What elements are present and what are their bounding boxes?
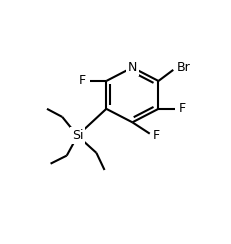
Text: F: F [178, 102, 185, 115]
Text: Br: Br [176, 61, 189, 74]
Text: F: F [78, 74, 85, 87]
Text: N: N [127, 61, 137, 74]
Text: Si: Si [71, 129, 83, 142]
Text: F: F [152, 129, 159, 142]
